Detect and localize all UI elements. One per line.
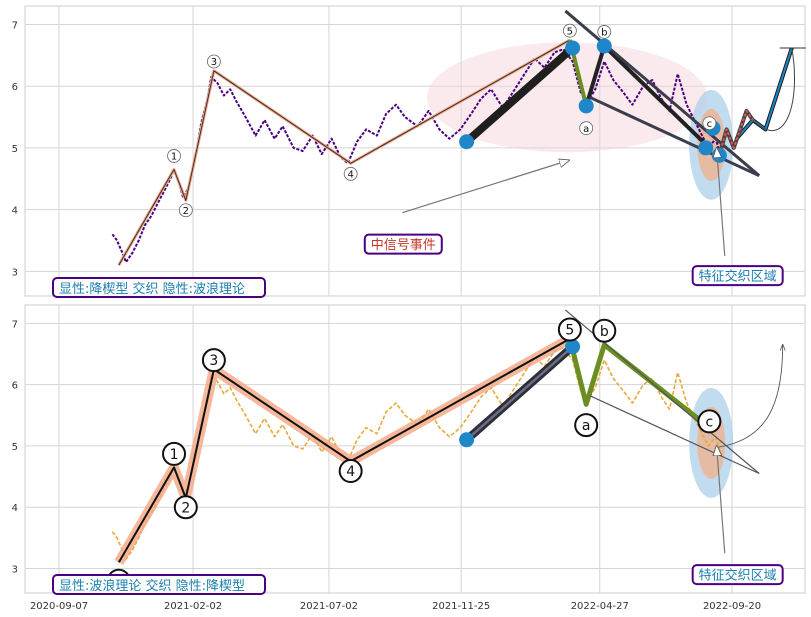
x-tick-label: 2022-04-27 [571, 601, 629, 612]
annotation-box [691, 564, 784, 586]
wave-label-badge [697, 409, 722, 434]
annotation-box [363, 233, 443, 255]
y-tick-label: 4 [12, 503, 18, 514]
bottom-panel: 34567012345abc特征交织区域显性:波浪理论 交织 隐性:降楔型 [12, 304, 806, 595]
wave-label-1: 1 [171, 152, 177, 163]
pivot-marker [578, 98, 594, 114]
annotation-box [691, 265, 784, 287]
strong-wave-core [465, 345, 574, 441]
annotation-arrow [402, 160, 569, 214]
x-axis: 2020-09-07 2021-02-02 2021-07-02 2021-11-25… [30, 601, 761, 612]
pivot-marker [698, 140, 714, 156]
wave-label-2: 2 [183, 206, 189, 217]
wave-label-badge [338, 459, 363, 484]
strong-wave-segment [462, 43, 577, 146]
wave-line [117, 337, 571, 563]
wave-label-badge [343, 166, 358, 181]
legend-box [52, 574, 266, 595]
y-tick-label: 6 [12, 82, 18, 93]
wave-label-4: 4 [346, 464, 355, 480]
annotation-text: 特征交织区域 [699, 568, 777, 584]
wave-label-badge [574, 413, 599, 438]
annotation-arrow [717, 148, 726, 256]
wave-label-badge [579, 121, 594, 136]
wave-line [118, 39, 571, 266]
projection-arrow [718, 345, 782, 448]
pivot-marker [565, 339, 581, 355]
wave-label-badge [178, 203, 193, 218]
pivot-marker [711, 147, 727, 163]
y-tick-label: 7 [12, 319, 18, 330]
y-tick-label: 3 [12, 564, 18, 575]
x-tick-label: 2021-07-02 [300, 601, 358, 612]
wave-label-badge [201, 348, 226, 373]
plot-frame [24, 304, 806, 594]
wave-label-a: a [583, 124, 589, 135]
wave-label-badge [167, 149, 181, 163]
wave-label-3: 3 [211, 57, 217, 68]
wave-label-5: 5 [565, 323, 574, 339]
wave-label-badge [562, 23, 577, 38]
wedge-trend-line [589, 395, 760, 475]
wave-label-2: 2 [181, 500, 190, 516]
y-tick-label: 7 [12, 21, 18, 32]
wave-label-badge [557, 317, 582, 342]
top-panel: 34567012345abc中信号事件特征交织区域显性:降楔型 交织 隐性:波浪… [12, 5, 806, 298]
wave-label-badge [592, 318, 617, 343]
wave-label-badge [173, 495, 198, 520]
wave-label-badge [162, 441, 187, 466]
legend-text: 显性:降楔型 交织 隐性:波浪理论 [59, 281, 245, 297]
wave-label-4: 4 [347, 169, 353, 180]
price-line [111, 48, 723, 264]
forecast-path [735, 47, 793, 140]
x-tick-label: 2020-09-07 [30, 601, 88, 612]
legend-text: 显性:波浪理论 交织 隐性:降楔型 [59, 578, 245, 594]
y-tick-label: 3 [12, 267, 18, 278]
y-tick-label: 6 [12, 381, 18, 392]
wave-label-badge [206, 54, 221, 69]
wave-label-1: 1 [170, 447, 179, 463]
pivot-marker [596, 38, 612, 54]
pivot-marker [565, 40, 581, 56]
legend-box [52, 277, 266, 298]
wave-label-badge [702, 116, 717, 131]
annotation-text: 特征交织区域 [699, 269, 777, 285]
wave-label-badge [597, 25, 612, 39]
pivot-marker [459, 134, 475, 150]
x-tick-label: 2021-02-02 [164, 601, 222, 612]
zigzag-up [718, 109, 754, 156]
forecast-curve [752, 47, 795, 131]
wave-label-a: a [582, 418, 591, 434]
wave-label-c: c [706, 414, 714, 430]
annotation-arrow [717, 446, 726, 554]
wave-label-5: 5 [567, 26, 573, 37]
wave-label-c: c [707, 119, 713, 130]
pivot-marker [459, 432, 475, 448]
wave-label-b: b [601, 28, 607, 39]
wave-label-3: 3 [209, 353, 218, 369]
y-tick-label: 5 [12, 442, 18, 453]
signal-ellipse [427, 42, 708, 153]
wedge-trend-line [589, 95, 760, 178]
wedge-trend-line [564, 9, 761, 177]
x-tick-label: 2022-09-20 [703, 601, 761, 612]
wave-label-b: b [600, 324, 609, 340]
y-tick-label: 5 [12, 144, 18, 155]
y-tick-label: 4 [12, 206, 18, 217]
abc-line [567, 338, 711, 430]
x-tick-label: 2021-11-25 [432, 601, 490, 612]
annotation-text: 中信号事件 [371, 238, 436, 253]
price-line [111, 347, 722, 561]
